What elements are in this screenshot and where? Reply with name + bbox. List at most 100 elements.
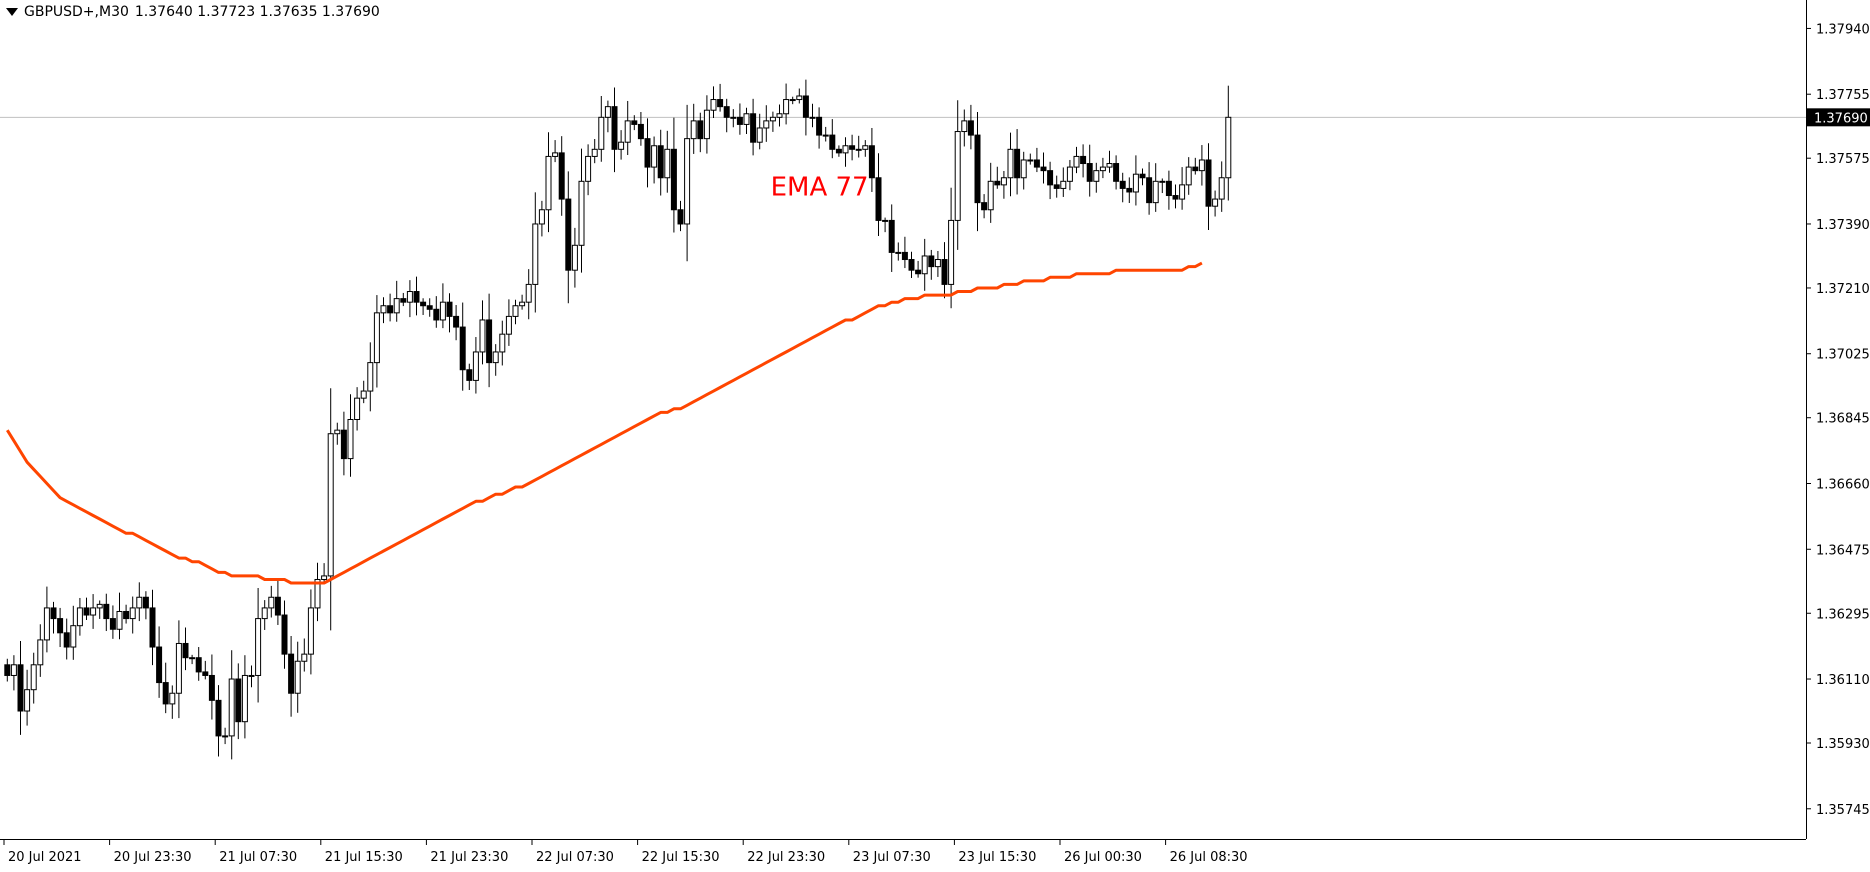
candle-body bbox=[499, 333, 506, 353]
candle bbox=[631, 115, 638, 131]
candle-body bbox=[222, 735, 229, 738]
candle-body bbox=[30, 664, 37, 691]
candle-body bbox=[598, 116, 605, 150]
candle bbox=[578, 148, 585, 273]
candle bbox=[1179, 167, 1186, 210]
price-axis-ticks: 1.37940 1.37755 1.37575 1.37390 1.37210 1.370… bbox=[1806, 22, 1870, 818]
candle bbox=[1165, 170, 1172, 210]
candle bbox=[492, 344, 499, 376]
candle-body bbox=[565, 198, 572, 271]
candle-body bbox=[644, 138, 651, 168]
candle bbox=[103, 593, 110, 632]
candle-body bbox=[1185, 166, 1192, 186]
candle bbox=[585, 144, 592, 196]
price-tick-label: 1.37940 bbox=[1816, 22, 1870, 37]
candle bbox=[849, 134, 856, 161]
candle-body bbox=[703, 109, 710, 140]
candle bbox=[769, 111, 776, 132]
candle-body bbox=[446, 301, 453, 317]
candle bbox=[505, 299, 512, 346]
candle bbox=[169, 685, 176, 719]
candle-body bbox=[1218, 177, 1225, 200]
candle-body bbox=[1007, 148, 1014, 179]
candle-body bbox=[360, 390, 367, 399]
candle-body bbox=[294, 660, 301, 694]
candle bbox=[274, 580, 281, 625]
candle bbox=[750, 98, 757, 156]
candle bbox=[268, 585, 275, 618]
candle bbox=[816, 107, 823, 149]
candle-body bbox=[288, 653, 295, 694]
candle bbox=[1185, 157, 1192, 195]
candle bbox=[776, 104, 783, 127]
candle bbox=[545, 132, 552, 233]
candle-body bbox=[96, 603, 103, 609]
candle bbox=[479, 300, 486, 365]
candle bbox=[50, 601, 57, 634]
candle-body bbox=[4, 664, 11, 676]
candle bbox=[301, 638, 308, 672]
candle-body bbox=[730, 116, 737, 119]
candle bbox=[941, 242, 948, 299]
candle-body bbox=[301, 653, 308, 662]
candle-body bbox=[618, 141, 625, 150]
candle bbox=[954, 100, 961, 250]
candle bbox=[182, 627, 189, 671]
candle bbox=[961, 109, 968, 147]
candle bbox=[202, 660, 209, 680]
candle-body bbox=[189, 657, 196, 660]
candle-body bbox=[789, 99, 796, 102]
candle-body bbox=[558, 152, 565, 200]
candle-body bbox=[109, 618, 116, 630]
candle-body bbox=[1000, 177, 1007, 186]
candle-body bbox=[43, 607, 50, 641]
candle bbox=[703, 95, 710, 154]
candle-body bbox=[235, 678, 242, 723]
candle bbox=[1040, 152, 1047, 184]
candle bbox=[486, 293, 493, 388]
candle bbox=[466, 363, 473, 390]
candle bbox=[400, 292, 407, 307]
time-tick-label: 21 Jul 07:30 bbox=[219, 850, 297, 865]
candle-body bbox=[756, 127, 763, 143]
candle bbox=[360, 380, 367, 404]
candle bbox=[4, 658, 11, 682]
candle-body bbox=[393, 298, 400, 314]
candle-body bbox=[400, 298, 407, 303]
dropdown-triangle-icon[interactable] bbox=[6, 8, 18, 16]
candle-body bbox=[1113, 163, 1120, 182]
candle bbox=[142, 591, 149, 620]
candle-body bbox=[1027, 159, 1034, 162]
candle bbox=[1047, 161, 1054, 200]
time-tick-label: 23 Jul 07:30 bbox=[853, 850, 931, 865]
candle bbox=[228, 650, 235, 760]
candle-body bbox=[532, 223, 539, 285]
price-tick-label: 1.36110 bbox=[1816, 673, 1870, 688]
candle-body bbox=[340, 429, 347, 460]
candle bbox=[1192, 157, 1199, 175]
candle-body bbox=[116, 610, 123, 630]
candle bbox=[327, 388, 334, 631]
candle-body bbox=[1020, 159, 1027, 179]
candle-body bbox=[1192, 166, 1199, 172]
candle-body bbox=[314, 578, 321, 609]
candle-body bbox=[1060, 180, 1067, 189]
candle bbox=[63, 618, 70, 660]
candle-body bbox=[769, 116, 776, 122]
candle bbox=[677, 200, 684, 232]
candle-body bbox=[10, 664, 17, 676]
candle bbox=[1027, 153, 1034, 165]
candle-body bbox=[367, 362, 374, 392]
candle bbox=[736, 103, 743, 135]
candle bbox=[532, 192, 539, 313]
candle bbox=[915, 260, 922, 278]
candle bbox=[670, 117, 677, 233]
candle bbox=[354, 387, 361, 431]
candle bbox=[43, 586, 50, 653]
candle-body bbox=[763, 120, 770, 129]
candle bbox=[624, 100, 631, 156]
ohlc-values: 1.37640 1.37723 1.37635 1.37690 bbox=[134, 4, 380, 20]
candle bbox=[446, 293, 453, 333]
